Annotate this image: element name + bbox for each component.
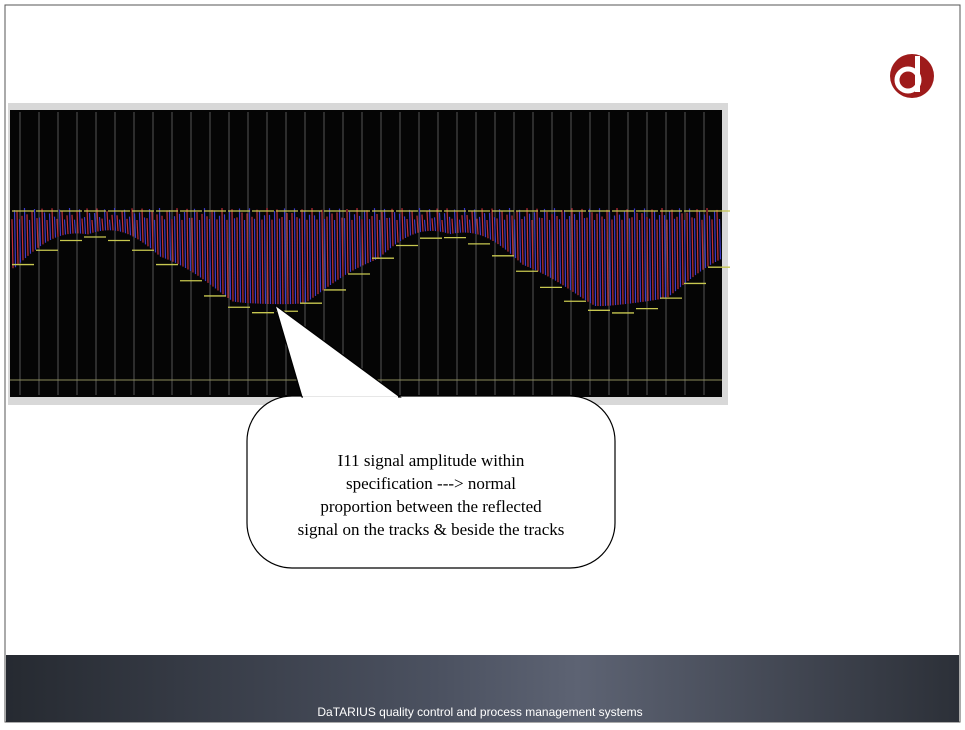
callout-line: proportion between the reflected [320,497,542,516]
slide: I11 signal amplitude within specificatio… [0,0,965,730]
callout-line: I11 signal amplitude within [338,451,525,470]
footer-text: DaTARIUS quality control and process man… [317,705,642,719]
logo [890,54,934,98]
page: {"callout": {"lines": ["I11 signal ampli… [0,0,965,730]
callout-line: signal on the tracks & beside the tracks [298,520,565,539]
callout-line: specification ---> normal [346,474,516,493]
